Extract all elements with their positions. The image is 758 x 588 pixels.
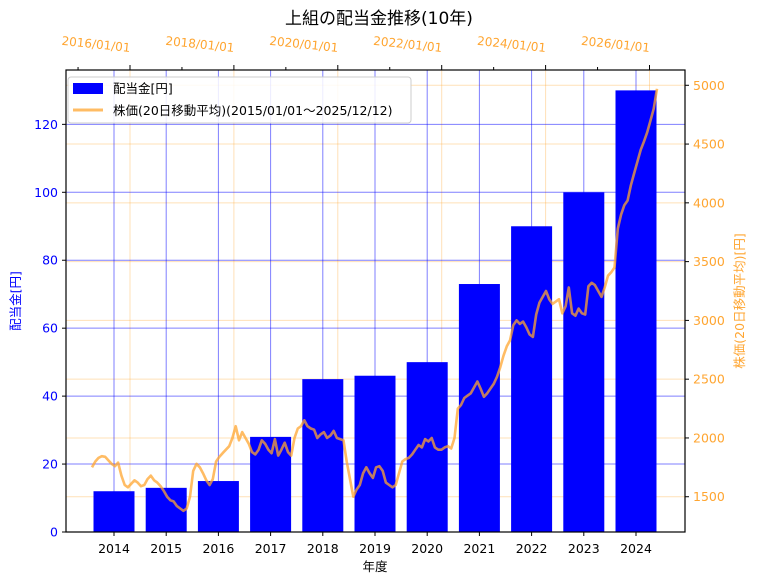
bottom-tick-label: 2021 (463, 541, 495, 556)
left-axis-ticks: 0 20 40 60 80 100 120 (34, 117, 66, 540)
bottom-tick-label: 2020 (411, 541, 443, 556)
right-tick-label: 3000 (693, 313, 725, 328)
top-tick-label: 2020/01/01 (269, 34, 339, 55)
bottom-tick-label: 2017 (255, 541, 287, 556)
bottom-tick-label: 2024 (620, 541, 652, 556)
top-tick-label: 2022/01/01 (373, 34, 443, 55)
left-tick-label: 20 (42, 457, 58, 472)
left-tick-label: 100 (34, 185, 58, 200)
top-tick-label: 2026/01/01 (580, 34, 650, 55)
bottom-axis-ticks: 2014 2015 2016 2017 2018 2019 2020 2021 2022 2023… (98, 532, 652, 556)
right-tick-label: 2500 (693, 372, 725, 387)
legend-bar-swatch (73, 83, 103, 94)
stock-price-polyline (90, 88, 659, 513)
right-tick-label: 4500 (693, 137, 725, 152)
left-tick-label: 120 (34, 117, 58, 132)
bottom-tick-label: 2015 (150, 541, 182, 556)
left-axis-label: 配当金[円] (8, 271, 23, 331)
right-tick-label: 2000 (693, 430, 725, 445)
chart-title: 上組の配当金推移(10年) (285, 9, 473, 29)
left-tick-label: 40 (42, 389, 58, 404)
bottom-tick-label: 2019 (359, 541, 391, 556)
right-tick-label: 4000 (693, 195, 725, 210)
legend-box (67, 76, 412, 124)
bottom-tick-label: 2014 (98, 541, 130, 556)
left-tick-label: 80 (42, 253, 58, 268)
right-tick-label: 3500 (693, 254, 725, 269)
left-tick-label: 60 (42, 321, 58, 336)
right-tick-label: 1500 (693, 489, 725, 504)
left-tick-label: 0 (50, 525, 58, 540)
legend-label-dividend: 配当金[円] (113, 81, 173, 96)
right-axis-ticks: 1500 2000 2500 3000 3500 4000 4500 5000 (685, 78, 725, 504)
top-axis-ticks: 2016/01/01 2018/01/01 2020/01/01 2022/01/01… (61, 34, 651, 70)
legend-label-stock-price: 株価(20日移動平均)(2015/01/01～2025/12/12) (113, 103, 393, 118)
bottom-tick-label: 2018 (307, 541, 339, 556)
bottom-axis-label: 年度 (362, 559, 388, 574)
top-tick-label: 2018/01/01 (165, 34, 235, 55)
right-tick-label: 5000 (693, 78, 725, 93)
bottom-tick-label: 2016 (202, 541, 234, 556)
right-axis-label: 株価(20日移動平均)[円] (732, 233, 747, 368)
bottom-tick-label: 2023 (568, 541, 600, 556)
bottom-tick-label: 2022 (516, 541, 548, 556)
stock-price-line (90, 88, 659, 513)
top-tick-label: 2024/01/01 (476, 34, 546, 55)
bottom-axis-gridlines (113, 70, 637, 532)
legend: 配当金[円] 株価(20日移動平均)(2015/01/01～2025/12/12… (67, 76, 412, 124)
top-tick-label: 2016/01/01 (61, 34, 131, 55)
